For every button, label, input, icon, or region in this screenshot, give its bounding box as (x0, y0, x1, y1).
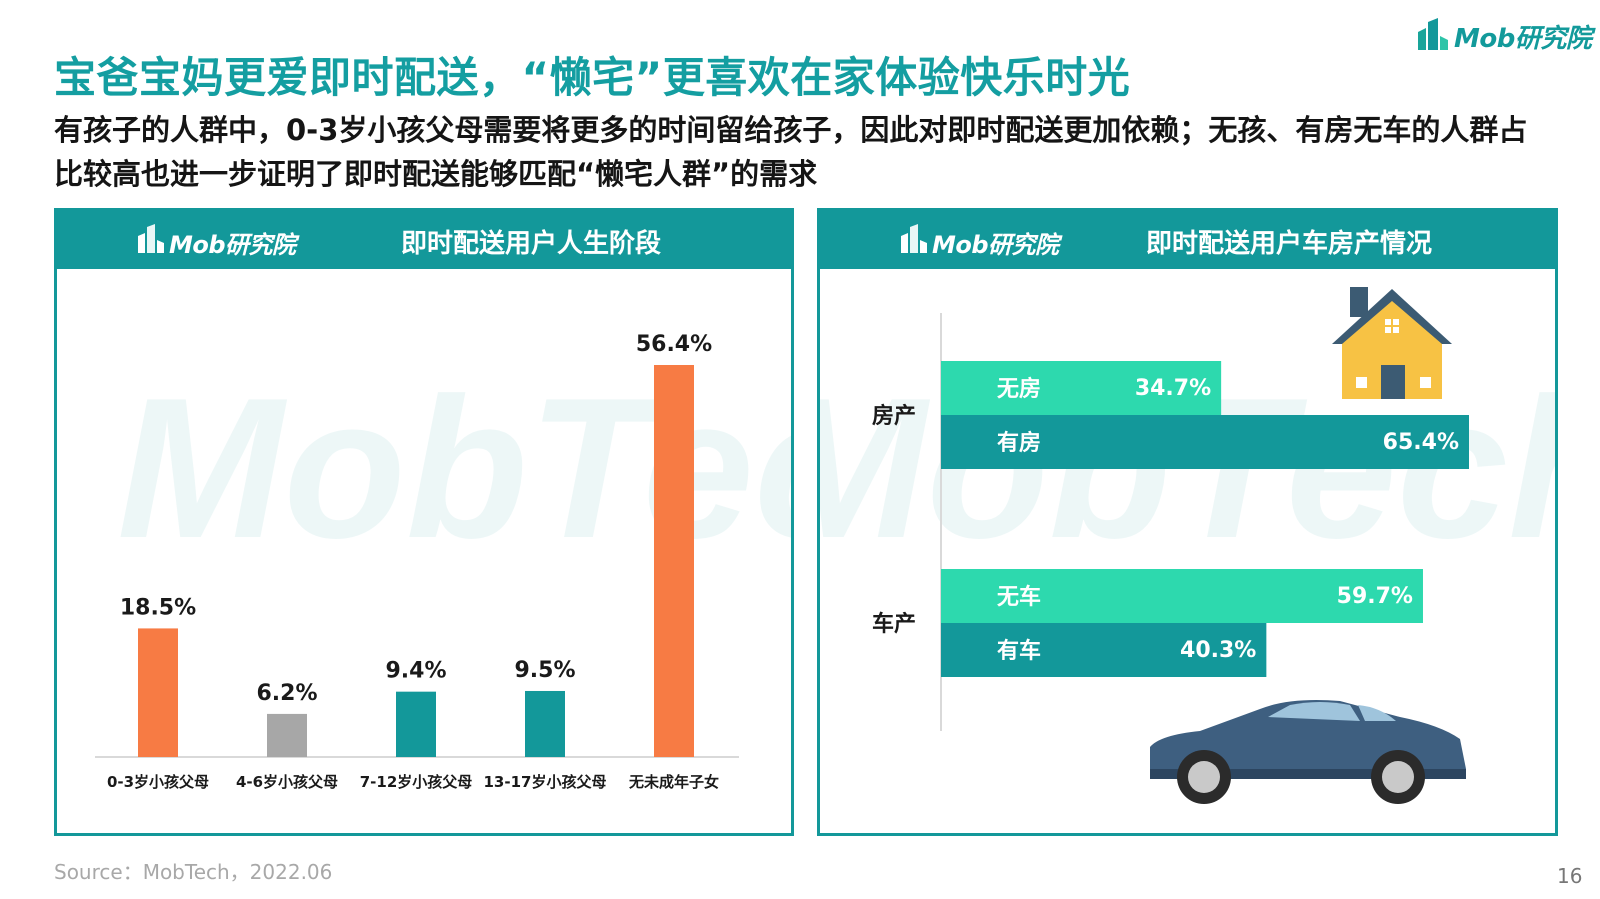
data-label: 18.5% (120, 595, 196, 620)
x-tick-label: 无未成年子女 (628, 773, 719, 791)
panel-title: 即时配送用户人生阶段 (401, 229, 662, 259)
bar-label: 有房 (997, 430, 1041, 456)
x-tick-label: 4-6岁小孩父母 (236, 773, 338, 791)
panel-header: Mob研究院 即时配送用户车房产情况 (820, 211, 1555, 269)
bar (396, 691, 436, 757)
data-label: 34.7% (1135, 376, 1211, 401)
y-group-label: 车产 (872, 611, 916, 637)
data-label: 9.5% (514, 658, 575, 683)
bar-label: 无车 (997, 584, 1041, 610)
panel-logo: Mob研究院 (900, 220, 1070, 260)
source-note: Source：MobTech，2022.06 (54, 860, 333, 884)
bar-label: 无房 (997, 376, 1041, 402)
mob-logo: Mob研究院 (1416, 14, 1592, 54)
panel-header: Mob研究院 即时配送用户人生阶段 (57, 211, 791, 269)
building-logo-icon (1418, 18, 1448, 50)
y-group-label: 房产 (872, 403, 916, 429)
x-tick-label: 0-3岁小孩父母 (107, 773, 209, 791)
bar-label: 有车 (997, 638, 1041, 664)
data-label: 6.2% (256, 681, 317, 706)
page-title: 宝爸宝妈更爱即时配送，“懒宅”更喜欢在家体验快乐时光 (54, 53, 1131, 102)
data-label: 59.7% (1337, 584, 1413, 609)
bar (941, 623, 1267, 677)
panel-logo-text: Mob研究院 (169, 231, 296, 259)
x-tick-label: 13-17岁小孩父母 (484, 773, 607, 791)
bar (654, 365, 694, 757)
bar (941, 361, 1222, 415)
building-logo-icon (138, 224, 164, 253)
x-tick-label: 7-12岁小孩父母 (360, 773, 473, 791)
logo-text: Mob研究院 (1454, 24, 1592, 54)
building-logo-icon (901, 224, 927, 253)
panel-logo-text: Mob研究院 (932, 231, 1059, 259)
life-stage-bar-chart: MobTech袤博 18.5%0-3岁小孩父母6.2%4-6岁小孩父母9.4%7… (95, 332, 791, 791)
bar (138, 628, 178, 757)
data-label: 65.4% (1383, 430, 1459, 455)
bar (525, 690, 565, 757)
bar (941, 569, 1423, 623)
panel-title: 即时配送用户车房产情况 (1146, 229, 1433, 259)
page-subtitle: 有孩子的人群中，0-3岁小孩父母需要将更多的时间留给孩子，因此对即时配送更加依赖… (54, 113, 1528, 191)
bar (267, 713, 307, 757)
bar (941, 415, 1469, 469)
data-label: 9.4% (385, 659, 446, 684)
panel-logo: Mob研究院 (137, 220, 307, 260)
car-icon (1150, 700, 1466, 804)
data-label: 56.4% (636, 332, 712, 357)
life-stage-panel: Mob研究院 即时配送用户人生阶段 MobTech袤博 18.5%0-3岁小孩父… (54, 208, 794, 836)
page-number: 16 (1557, 864, 1583, 888)
data-label: 40.3% (1180, 638, 1256, 663)
property-panel: Mob研究院 即时配送用户车房产情况 MobTech袤博 (817, 208, 1558, 836)
house-icon (1332, 287, 1452, 399)
